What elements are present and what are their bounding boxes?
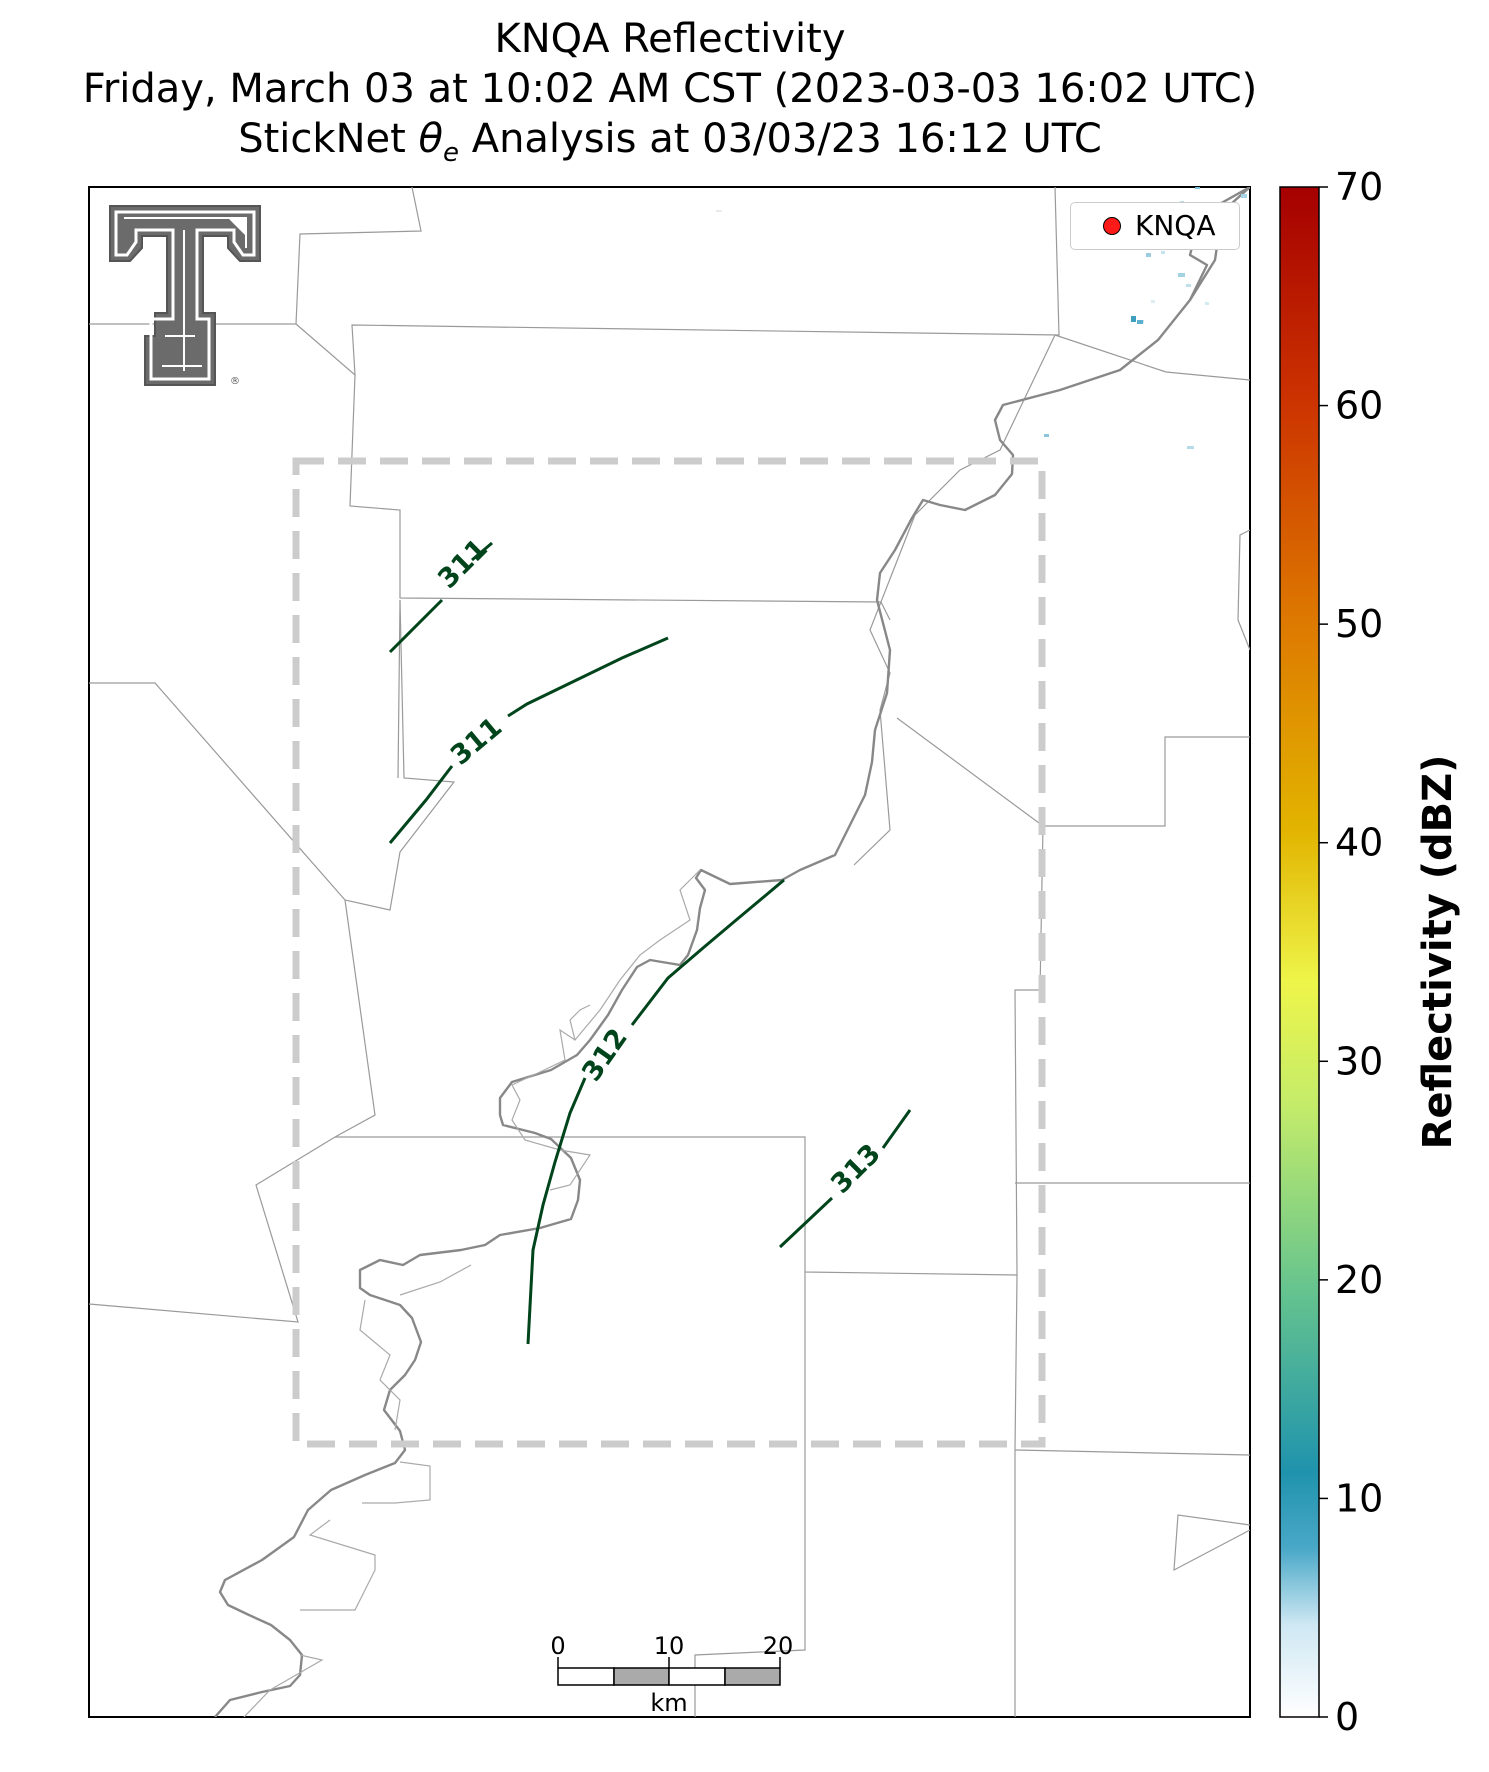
theta-symbol: θ xyxy=(418,116,443,162)
texas-tech-double-t-logo: ® xyxy=(109,205,261,387)
colorbar-tick-label: 20 xyxy=(1335,1258,1383,1302)
analysis-box xyxy=(292,457,1046,1448)
colorbar-tick-label: 40 xyxy=(1335,821,1383,865)
title-line-3: StickNet θe Analysis at 03/03/23 16:12 U… xyxy=(0,116,1340,168)
colorbar-tick-label: 10 xyxy=(1335,1476,1383,1520)
scale-tick-20: 20 xyxy=(763,1632,794,1660)
logo-registered-mark: ® xyxy=(230,376,240,387)
legend-label: KNQA xyxy=(1135,209,1216,242)
colorbar-tick-label: 0 xyxy=(1335,1695,1359,1739)
river-banks xyxy=(243,869,701,1717)
colorbar-tick-label: 70 xyxy=(1335,165,1383,209)
contour-line-311-north xyxy=(388,541,493,654)
contour-line-311-main xyxy=(388,636,669,844)
colorbar-label: Reflectivity (dBZ) xyxy=(1415,755,1461,1150)
scale-unit: km xyxy=(650,1689,687,1717)
colorbar-gradient xyxy=(1279,186,1320,1718)
title-line-3-suffix: Analysis at 03/03/23 16:12 UTC xyxy=(458,116,1102,162)
colorbar-tick-label: 30 xyxy=(1335,1039,1383,1083)
contour-line-313 xyxy=(778,1109,912,1249)
title-line-3-prefix: StickNet xyxy=(238,116,419,162)
county-boundaries xyxy=(89,187,1250,1717)
scale-tick-10: 10 xyxy=(654,1632,685,1660)
scale-bar: 0 10 20 km xyxy=(550,1632,793,1717)
reflectivity-returns xyxy=(716,187,1247,449)
theta-subscript: e xyxy=(442,138,459,168)
legend: KNQA xyxy=(1070,202,1240,250)
legend-marker-icon xyxy=(1103,217,1121,235)
theta-e-contours xyxy=(388,541,912,1345)
title-line-1: KNQA Reflectivity xyxy=(494,16,846,62)
colorbar-tick-label: 60 xyxy=(1335,384,1383,428)
colorbar-tick-label: 50 xyxy=(1335,602,1383,646)
contour-line-312 xyxy=(526,878,785,1345)
title-line-2: Friday, March 03 at 10:02 AM CST (2023-0… xyxy=(82,66,1258,112)
colorbar: 0 10 20 30 40 50 60 70 Reflectivity (dBZ) xyxy=(1279,165,1461,1739)
scale-tick-0: 0 xyxy=(550,1632,565,1660)
map-frame xyxy=(88,186,1251,1718)
